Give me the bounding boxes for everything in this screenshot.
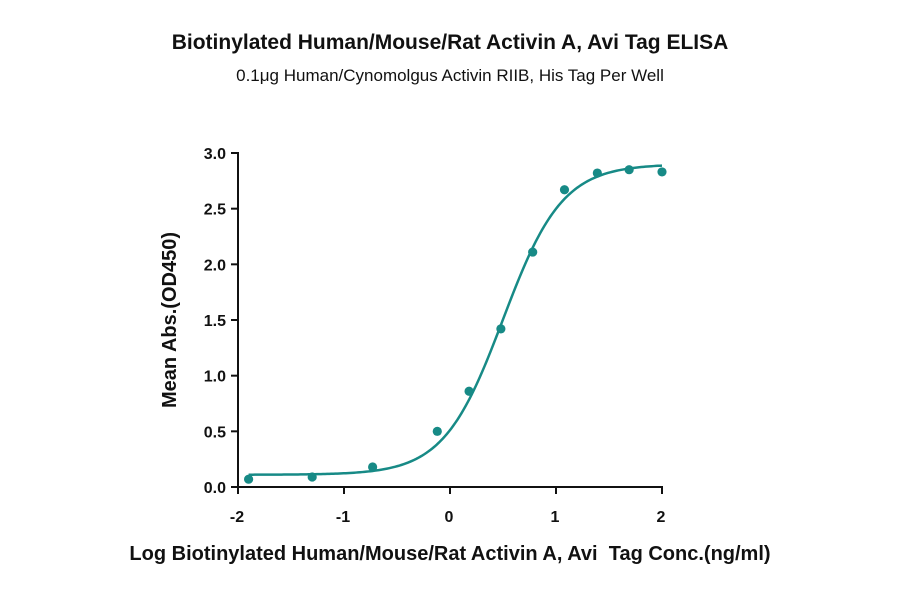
x-tick-label: 0 [445,509,454,526]
y-tick-label: 3.0 [204,146,226,163]
y-tick-label: 0.0 [204,480,226,497]
data-point [244,474,254,484]
data-point [528,247,538,257]
y-tick-label: 2.5 [204,202,226,219]
data-point [559,185,570,195]
chart-subtitle: 0.1μg Human/Cynomolgus Activin RIIB, His… [236,66,664,85]
y-tick-label: 1.5 [204,313,226,330]
data-point [496,324,506,334]
data-point [624,165,634,175]
x-axis-label: Log Biotinylated Human/Mouse/Rat Activin… [129,543,771,565]
data-point [592,168,602,178]
x-tick-label: -1 [336,509,350,526]
y-tick-label: 0.5 [204,424,226,441]
data-point [432,426,442,436]
x-tick-label: -2 [230,509,244,526]
data-point [368,462,378,472]
data-point [307,472,317,482]
data-point [464,386,474,396]
x-tick-label: 1 [551,509,560,526]
fit-curve [248,164,663,476]
data-point [657,167,667,177]
y-tick-label: 2.0 [204,257,226,274]
chart-title: Biotinylated Human/Mouse/Rat Activin A, … [171,31,729,54]
y-tick-label: 1.0 [204,369,226,386]
x-tick-label: 2 [657,509,666,526]
